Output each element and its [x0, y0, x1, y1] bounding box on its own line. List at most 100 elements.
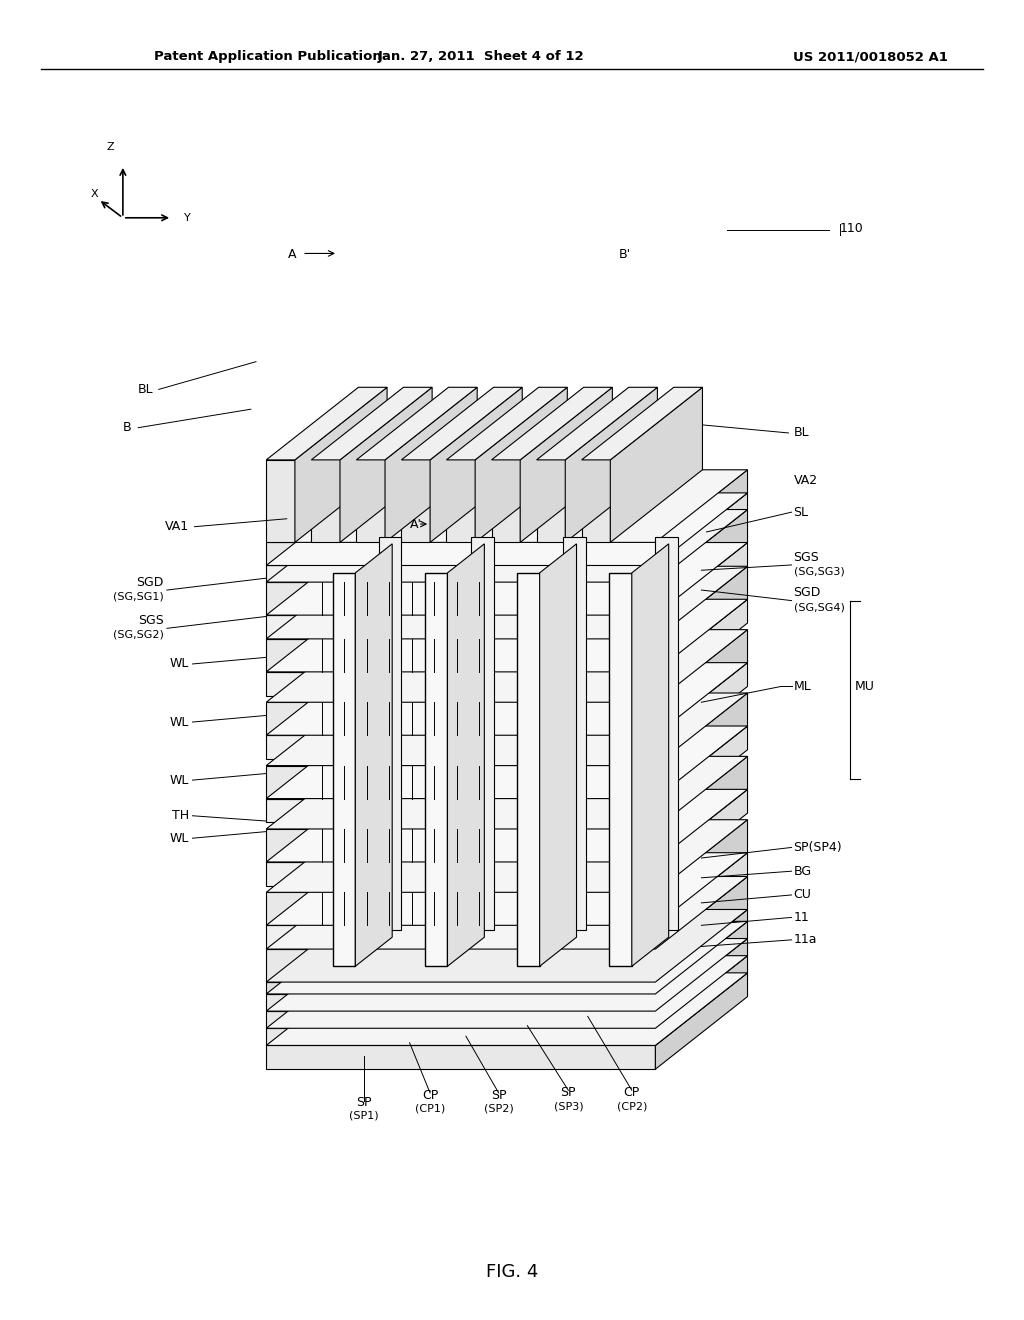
Polygon shape — [266, 756, 748, 829]
Polygon shape — [266, 639, 655, 672]
Text: SP(SP4): SP(SP4) — [794, 841, 842, 854]
Polygon shape — [311, 459, 340, 543]
Polygon shape — [565, 387, 657, 543]
Polygon shape — [425, 573, 447, 966]
Polygon shape — [563, 536, 586, 929]
Polygon shape — [655, 630, 748, 735]
Text: (SP3): (SP3) — [554, 1101, 583, 1111]
Text: 11a: 11a — [794, 933, 817, 946]
Text: Z: Z — [106, 141, 115, 152]
Polygon shape — [266, 582, 655, 615]
Polygon shape — [266, 599, 748, 672]
Polygon shape — [266, 693, 748, 766]
Polygon shape — [266, 921, 748, 994]
Polygon shape — [266, 829, 655, 862]
Polygon shape — [520, 387, 612, 543]
Polygon shape — [655, 543, 748, 639]
Text: VA1: VA1 — [165, 520, 189, 533]
Text: WL: WL — [170, 832, 189, 845]
Polygon shape — [609, 573, 632, 966]
Text: Patent Application Publication: Patent Application Publication — [154, 50, 381, 63]
Polygon shape — [401, 387, 522, 459]
Polygon shape — [266, 862, 655, 886]
Polygon shape — [655, 876, 748, 982]
Polygon shape — [266, 925, 655, 949]
Polygon shape — [610, 387, 702, 543]
Polygon shape — [655, 726, 748, 822]
Polygon shape — [266, 973, 748, 1045]
Polygon shape — [266, 565, 655, 582]
Polygon shape — [333, 573, 355, 966]
Polygon shape — [540, 544, 577, 966]
Polygon shape — [655, 663, 748, 759]
Polygon shape — [266, 949, 655, 982]
Polygon shape — [655, 820, 748, 925]
Polygon shape — [430, 387, 522, 543]
Text: Y: Y — [184, 213, 190, 223]
Polygon shape — [655, 921, 748, 1011]
Polygon shape — [266, 939, 748, 1011]
Text: CP: CP — [624, 1086, 640, 1100]
Polygon shape — [537, 459, 565, 543]
Polygon shape — [266, 672, 655, 696]
Text: BL: BL — [138, 383, 154, 396]
Polygon shape — [266, 799, 655, 822]
Polygon shape — [655, 599, 748, 696]
Polygon shape — [266, 663, 748, 735]
Polygon shape — [632, 544, 669, 966]
Text: B: B — [123, 421, 131, 434]
Polygon shape — [492, 387, 612, 459]
Polygon shape — [655, 470, 748, 565]
Polygon shape — [266, 853, 748, 925]
Polygon shape — [266, 1011, 655, 1028]
Polygon shape — [655, 853, 748, 949]
Text: CU: CU — [794, 888, 811, 902]
Polygon shape — [475, 387, 567, 543]
Text: (SP1): (SP1) — [349, 1110, 378, 1121]
Polygon shape — [655, 939, 748, 1028]
Text: (CP2): (CP2) — [616, 1101, 647, 1111]
Text: (SG,SG1): (SG,SG1) — [113, 591, 164, 602]
Text: SP: SP — [560, 1086, 577, 1100]
Polygon shape — [266, 876, 748, 949]
Polygon shape — [655, 756, 748, 862]
Polygon shape — [582, 459, 610, 543]
Text: B': B' — [618, 248, 631, 261]
Polygon shape — [582, 387, 702, 459]
Polygon shape — [266, 387, 387, 459]
Polygon shape — [266, 543, 748, 615]
Text: FIG. 4: FIG. 4 — [485, 1263, 539, 1282]
Text: MU: MU — [855, 680, 874, 693]
Polygon shape — [356, 459, 385, 543]
Text: SGD: SGD — [136, 576, 164, 589]
Text: BG: BG — [794, 865, 812, 878]
Text: ML: ML — [794, 680, 811, 693]
Polygon shape — [401, 459, 430, 543]
Polygon shape — [655, 956, 748, 1045]
Polygon shape — [655, 536, 678, 929]
Polygon shape — [446, 459, 475, 543]
Text: A: A — [288, 248, 296, 261]
Polygon shape — [385, 387, 477, 543]
Polygon shape — [655, 789, 748, 886]
Polygon shape — [311, 387, 432, 459]
Text: (SG,SG3): (SG,SG3) — [794, 566, 845, 577]
Polygon shape — [655, 973, 748, 1069]
Polygon shape — [266, 892, 655, 925]
Text: WL: WL — [170, 657, 189, 671]
Text: SGD: SGD — [794, 586, 821, 599]
Polygon shape — [295, 387, 387, 543]
Text: SGS: SGS — [794, 550, 819, 564]
Polygon shape — [355, 544, 392, 966]
Polygon shape — [517, 573, 540, 966]
Polygon shape — [266, 470, 748, 543]
Polygon shape — [447, 544, 484, 966]
Text: A': A' — [410, 517, 422, 531]
Polygon shape — [266, 510, 748, 582]
Text: (SP2): (SP2) — [483, 1104, 514, 1114]
Text: (SG,SG2): (SG,SG2) — [113, 630, 164, 640]
Polygon shape — [492, 459, 520, 543]
Polygon shape — [266, 630, 748, 702]
Polygon shape — [537, 387, 657, 459]
Polygon shape — [266, 956, 748, 1028]
